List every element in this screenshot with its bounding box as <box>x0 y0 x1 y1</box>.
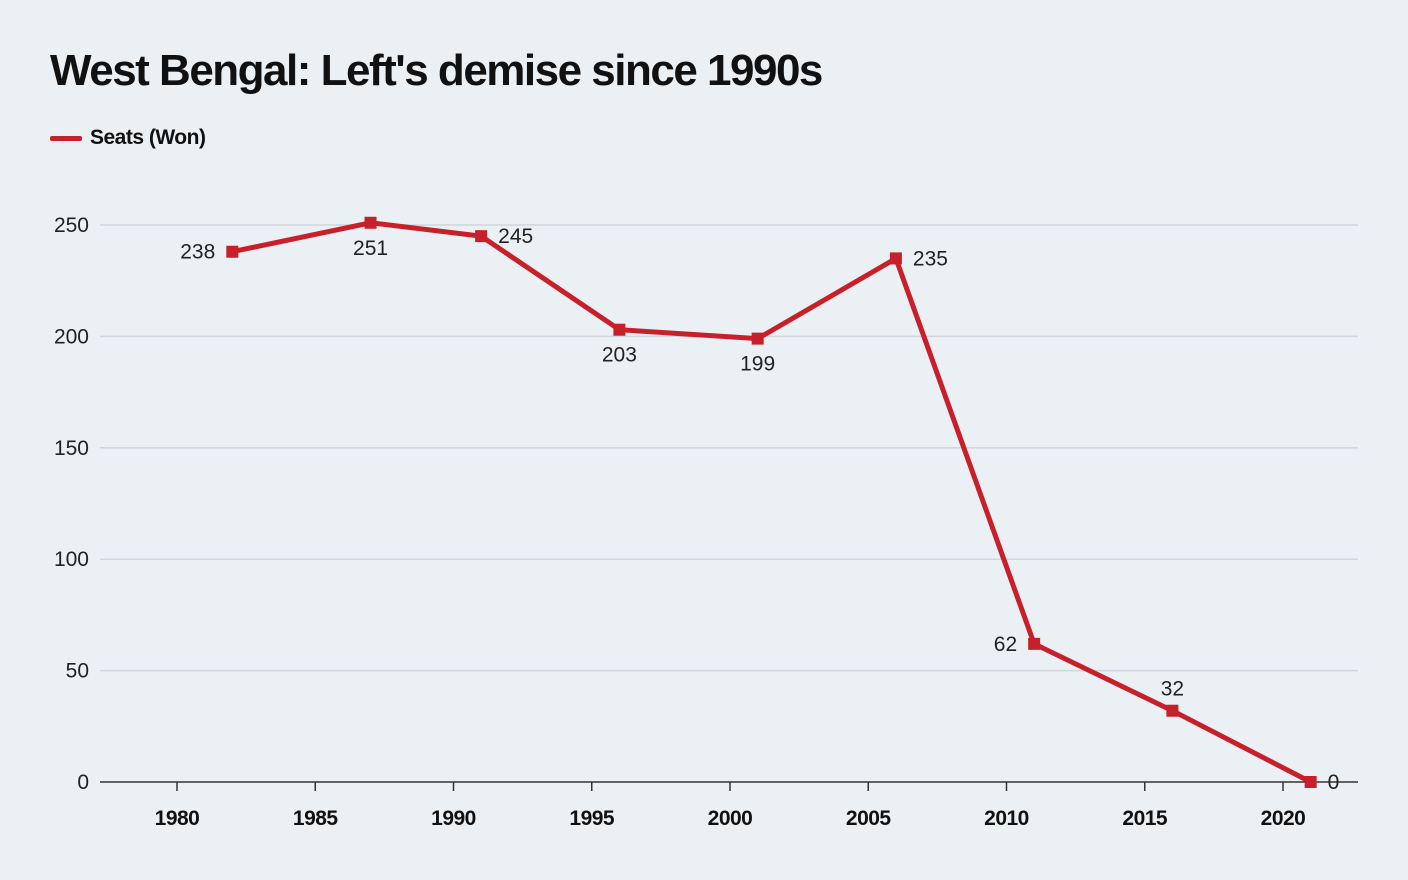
data-label: 199 <box>740 353 775 376</box>
data-label: 251 <box>353 237 388 260</box>
x-tick-label: 2020 <box>1261 807 1306 830</box>
legend-swatch <box>50 135 82 141</box>
y-tick-label: 100 <box>54 548 89 571</box>
data-point-marker <box>751 332 764 345</box>
data-label: 62 <box>994 633 1017 656</box>
chart-title: West Bengal: Left's demise since 1990s <box>50 46 823 95</box>
data-label: 238 <box>180 241 215 264</box>
series-layer <box>226 216 1317 788</box>
x-tick-label: 1980 <box>155 807 200 830</box>
data-label: 203 <box>602 344 637 367</box>
y-tick-label: 0 <box>77 771 89 794</box>
data-label: 0 <box>1328 771 1340 794</box>
data-point-marker <box>889 252 902 265</box>
legend: Seats (Won) <box>50 126 206 150</box>
x-tick-label: 2015 <box>1122 807 1168 830</box>
label-layer: 238 251 245 203 199 235 62 32 0 <box>180 225 1339 794</box>
x-tick-label: 1985 <box>293 807 339 830</box>
data-point-marker <box>475 230 488 243</box>
y-tick-label: 250 <box>54 214 89 237</box>
legend-label: Seats (Won) <box>90 126 206 149</box>
data-point-marker <box>613 323 626 336</box>
x-tick-label: 2005 <box>846 807 892 830</box>
data-point-marker <box>1304 776 1317 788</box>
data-point-marker <box>1028 637 1041 650</box>
y-tick-label: 200 <box>54 325 89 348</box>
data-point-marker <box>226 245 239 258</box>
data-point-marker <box>1166 704 1179 717</box>
data-label: 32 <box>1161 678 1184 701</box>
series-line <box>231 220 1312 785</box>
data-label: 245 <box>498 225 533 248</box>
y-tick-label: 50 <box>66 660 89 683</box>
data-point-marker <box>364 216 377 229</box>
x-tick-label: 1990 <box>431 807 476 830</box>
y-tick-label: 150 <box>54 437 89 460</box>
x-tick-label: 2010 <box>984 807 1029 830</box>
x-tick-label: 2000 <box>708 807 753 830</box>
data-label: 235 <box>913 247 948 270</box>
x-tick-label: 1995 <box>569 807 615 830</box>
grid-layer <box>100 224 1358 672</box>
